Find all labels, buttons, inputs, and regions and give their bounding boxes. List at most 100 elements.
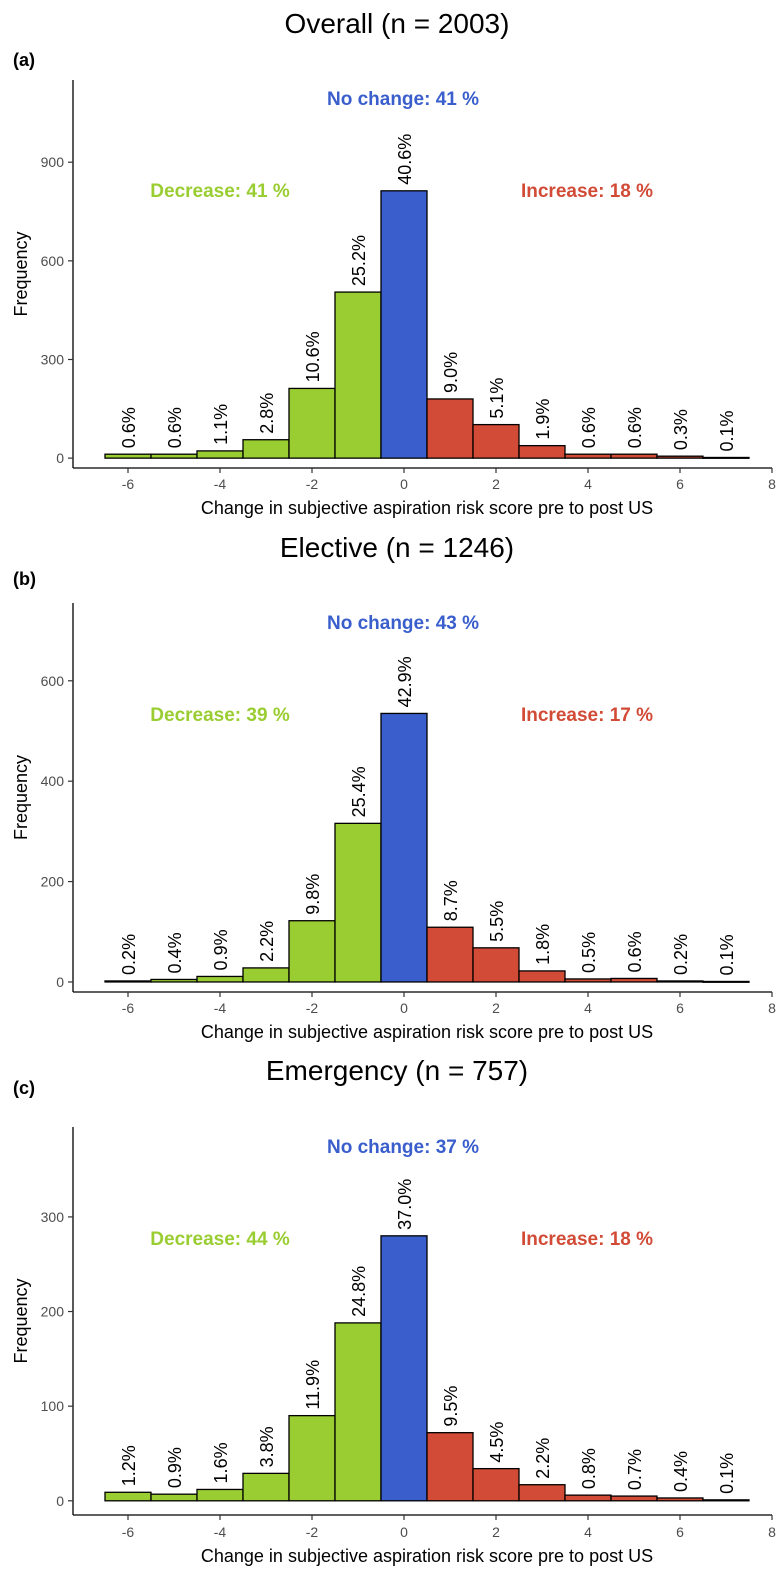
bar-label: 0.4% [165,932,185,973]
bar--4 [196,1488,244,1502]
x-tick-label: 4 [584,476,592,492]
bar-label: 8.7% [441,880,461,921]
x-tick-label: -2 [306,1000,319,1016]
bar-label: 9.8% [303,874,323,915]
bar-label: 10.6% [303,331,323,382]
x-tick-label: 2 [492,1000,500,1016]
x-tick-label: 2 [492,1524,500,1540]
bar-7 [702,456,750,459]
y-tick-label: 600 [41,673,65,689]
x-tick-label: 8 [768,476,776,492]
y-tick-label: 600 [41,253,65,269]
bar-label: 0.6% [625,407,645,448]
bar-label: 0.3% [671,409,691,450]
x-tick-label: 0 [400,476,408,492]
bar-label: 3.8% [257,1426,277,1467]
y-tick-label: 300 [41,351,65,367]
y-tick-label: 0 [56,450,64,466]
x-tick-label: 0 [400,1524,408,1540]
bar--2 [288,920,336,983]
panel-label: (a) [13,50,35,70]
bar-label: 37.0% [395,1179,415,1230]
bar--4 [196,975,244,983]
x-tick-label: -4 [214,1524,227,1540]
bar-label: 2.8% [257,393,277,434]
bar-label: 0.6% [119,407,139,448]
x-tick-label: 0 [400,1000,408,1016]
bar-label: 9.0% [441,352,461,393]
bar--5 [150,978,198,983]
bar--3 [242,439,290,459]
bar-1 [426,926,474,983]
bar-3 [518,444,566,459]
x-tick-label: 6 [676,1524,684,1540]
bar-label: 42.9% [395,656,415,707]
bar-label: 0.4% [671,1451,691,1492]
bar--1 [334,1322,382,1502]
chart-title: Emergency (n = 757) [266,1055,528,1086]
bar-label: 2.2% [533,1438,553,1479]
bar-label: 25.2% [349,235,369,286]
bar-4 [564,1494,612,1502]
bar-label: 2.2% [257,921,277,962]
annotation-increase: Increase: 18 % [521,181,653,202]
x-tick-label: 2 [492,476,500,492]
x-tick-label: -2 [306,476,319,492]
annotation-decrease: Decrease: 39 % [150,705,290,726]
bar-5 [610,977,658,983]
bar--6 [104,980,152,983]
x-tick-label: -4 [214,476,227,492]
bar-7 [702,980,750,983]
bar-label: 1.6% [211,1442,231,1483]
bar-label: 5.5% [487,901,507,942]
x-tick-label: -6 [122,1000,135,1016]
annotation-increase: Increase: 18 % [521,1229,653,1250]
bar-6 [656,1497,704,1502]
bar-label: 0.7% [625,1449,645,1490]
x-axis-label: Change in subjective aspiration risk sco… [201,1022,653,1042]
bar-3 [518,1484,566,1502]
chart-panel-1: Overall (n = 2003) (a) 0.6% 0.6% 1.1% 2.8% 10.… [11,8,776,518]
y-tick-label: 200 [41,1304,65,1320]
bar-label: 0.1% [717,410,737,451]
bar-label: 1.1% [211,404,231,445]
x-tick-label: -6 [122,476,135,492]
bar--3 [242,967,290,983]
x-axis-label: Change in subjective aspiration risk sco… [201,498,653,518]
x-tick-label: 8 [768,1524,776,1540]
x-tick-label: 6 [676,476,684,492]
bar-2 [472,947,520,983]
bar-label: 0.1% [717,934,737,975]
bar-0 [380,1235,428,1502]
bar-label: 0.2% [671,934,691,975]
bar-5 [610,453,658,459]
annotation-increase: Increase: 17 % [521,705,653,726]
bar-label: 25.4% [349,766,369,817]
x-axis-label: Change in subjective aspiration risk sco… [201,1546,653,1566]
y-tick-label: 300 [41,1209,65,1225]
bar-label: 0.8% [579,1448,599,1489]
bar-label: 1.9% [533,399,553,440]
y-axis-label: Frequency [11,231,31,316]
x-tick-label: 4 [584,1524,592,1540]
y-tick-label: 900 [41,154,65,170]
y-axis-label: Frequency [11,755,31,840]
y-tick-label: 100 [41,1398,65,1414]
bar-label: 0.6% [165,407,185,448]
panel-label: (c) [13,1078,35,1098]
bar-4 [564,453,612,459]
bar-2 [472,1467,520,1502]
bar-5 [610,1495,658,1502]
x-tick-label: -2 [306,1524,319,1540]
bar-7 [702,1499,750,1502]
bar-0 [380,190,428,459]
bar-label: 0.9% [211,929,231,970]
bar--5 [150,1493,198,1502]
chart-title: Overall (n = 2003) [285,8,510,39]
bar-6 [656,455,704,459]
bar-3 [518,970,566,983]
annotation-no-change: No change: 41 % [327,89,479,110]
bar-2 [472,423,520,459]
